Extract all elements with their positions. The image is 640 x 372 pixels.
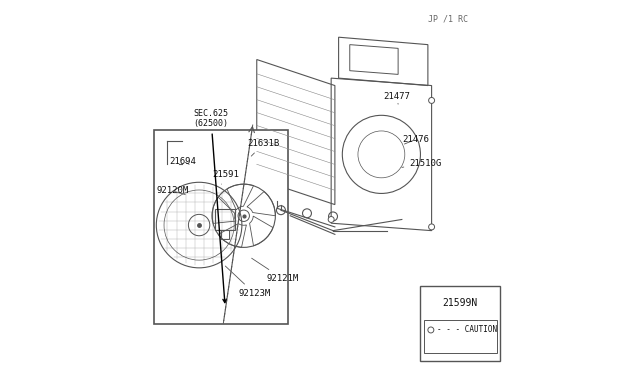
Bar xyxy=(154,130,289,324)
Bar xyxy=(424,320,497,353)
Text: 21476: 21476 xyxy=(402,135,429,144)
Text: 92123M: 92123M xyxy=(225,266,271,298)
Circle shape xyxy=(328,217,334,222)
Text: 92120M: 92120M xyxy=(156,186,189,195)
Bar xyxy=(420,286,500,361)
Circle shape xyxy=(429,224,435,230)
Bar xyxy=(215,209,236,230)
Text: 21631B: 21631B xyxy=(248,139,280,156)
Text: JP /1 RC: JP /1 RC xyxy=(428,15,468,24)
Text: - - - CAUTION: - - - CAUTION xyxy=(437,325,497,334)
Circle shape xyxy=(429,97,435,103)
Text: 21599N: 21599N xyxy=(443,298,478,308)
Text: 92121M: 92121M xyxy=(252,258,298,283)
Text: 21510G: 21510G xyxy=(402,158,442,167)
Text: 21591: 21591 xyxy=(212,170,239,184)
Text: 21477: 21477 xyxy=(383,92,410,104)
Text: 21694: 21694 xyxy=(170,157,196,166)
Text: SEC.625
(62500): SEC.625 (62500) xyxy=(193,109,228,302)
